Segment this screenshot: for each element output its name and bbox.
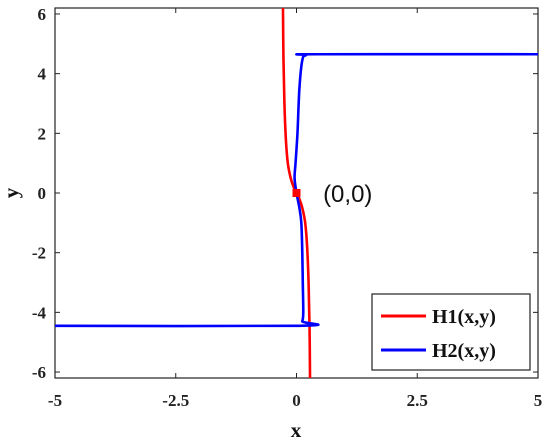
y-axis: 6 4 2 0 -2 -4 -6 (32, 5, 538, 382)
legend-label-h2: H2(x,y) (432, 340, 496, 362)
y-tick-label: 4 (38, 65, 47, 84)
x-tick-label: -2.5 (162, 391, 189, 410)
y-tick-label: 6 (38, 5, 47, 24)
legend-label-h1: H1(x,y) (432, 306, 496, 328)
legend: H1(x,y) H2(x,y) (371, 293, 531, 371)
y-tick-label: -4 (32, 303, 47, 322)
y-tick-label: 0 (38, 184, 47, 203)
x-tick-label: 2.5 (407, 391, 428, 410)
legend-box (371, 293, 531, 371)
y-axis-title: y (0, 187, 23, 198)
x-tick-label: 0 (292, 391, 301, 410)
annotations: (0,0) (292, 181, 372, 208)
y-tick-label: -2 (32, 244, 46, 263)
y-tick-label: -6 (32, 363, 46, 382)
x-tick-label: 5 (534, 391, 543, 410)
origin-annotation: (0,0) (323, 181, 372, 208)
x-axis-title: x (291, 418, 302, 442)
x-axis: -5 -2.5 0 2.5 5 (48, 8, 542, 410)
x-tick-label: -5 (48, 391, 62, 410)
y-tick-label: 2 (38, 124, 47, 143)
origin-marker (292, 189, 301, 197)
